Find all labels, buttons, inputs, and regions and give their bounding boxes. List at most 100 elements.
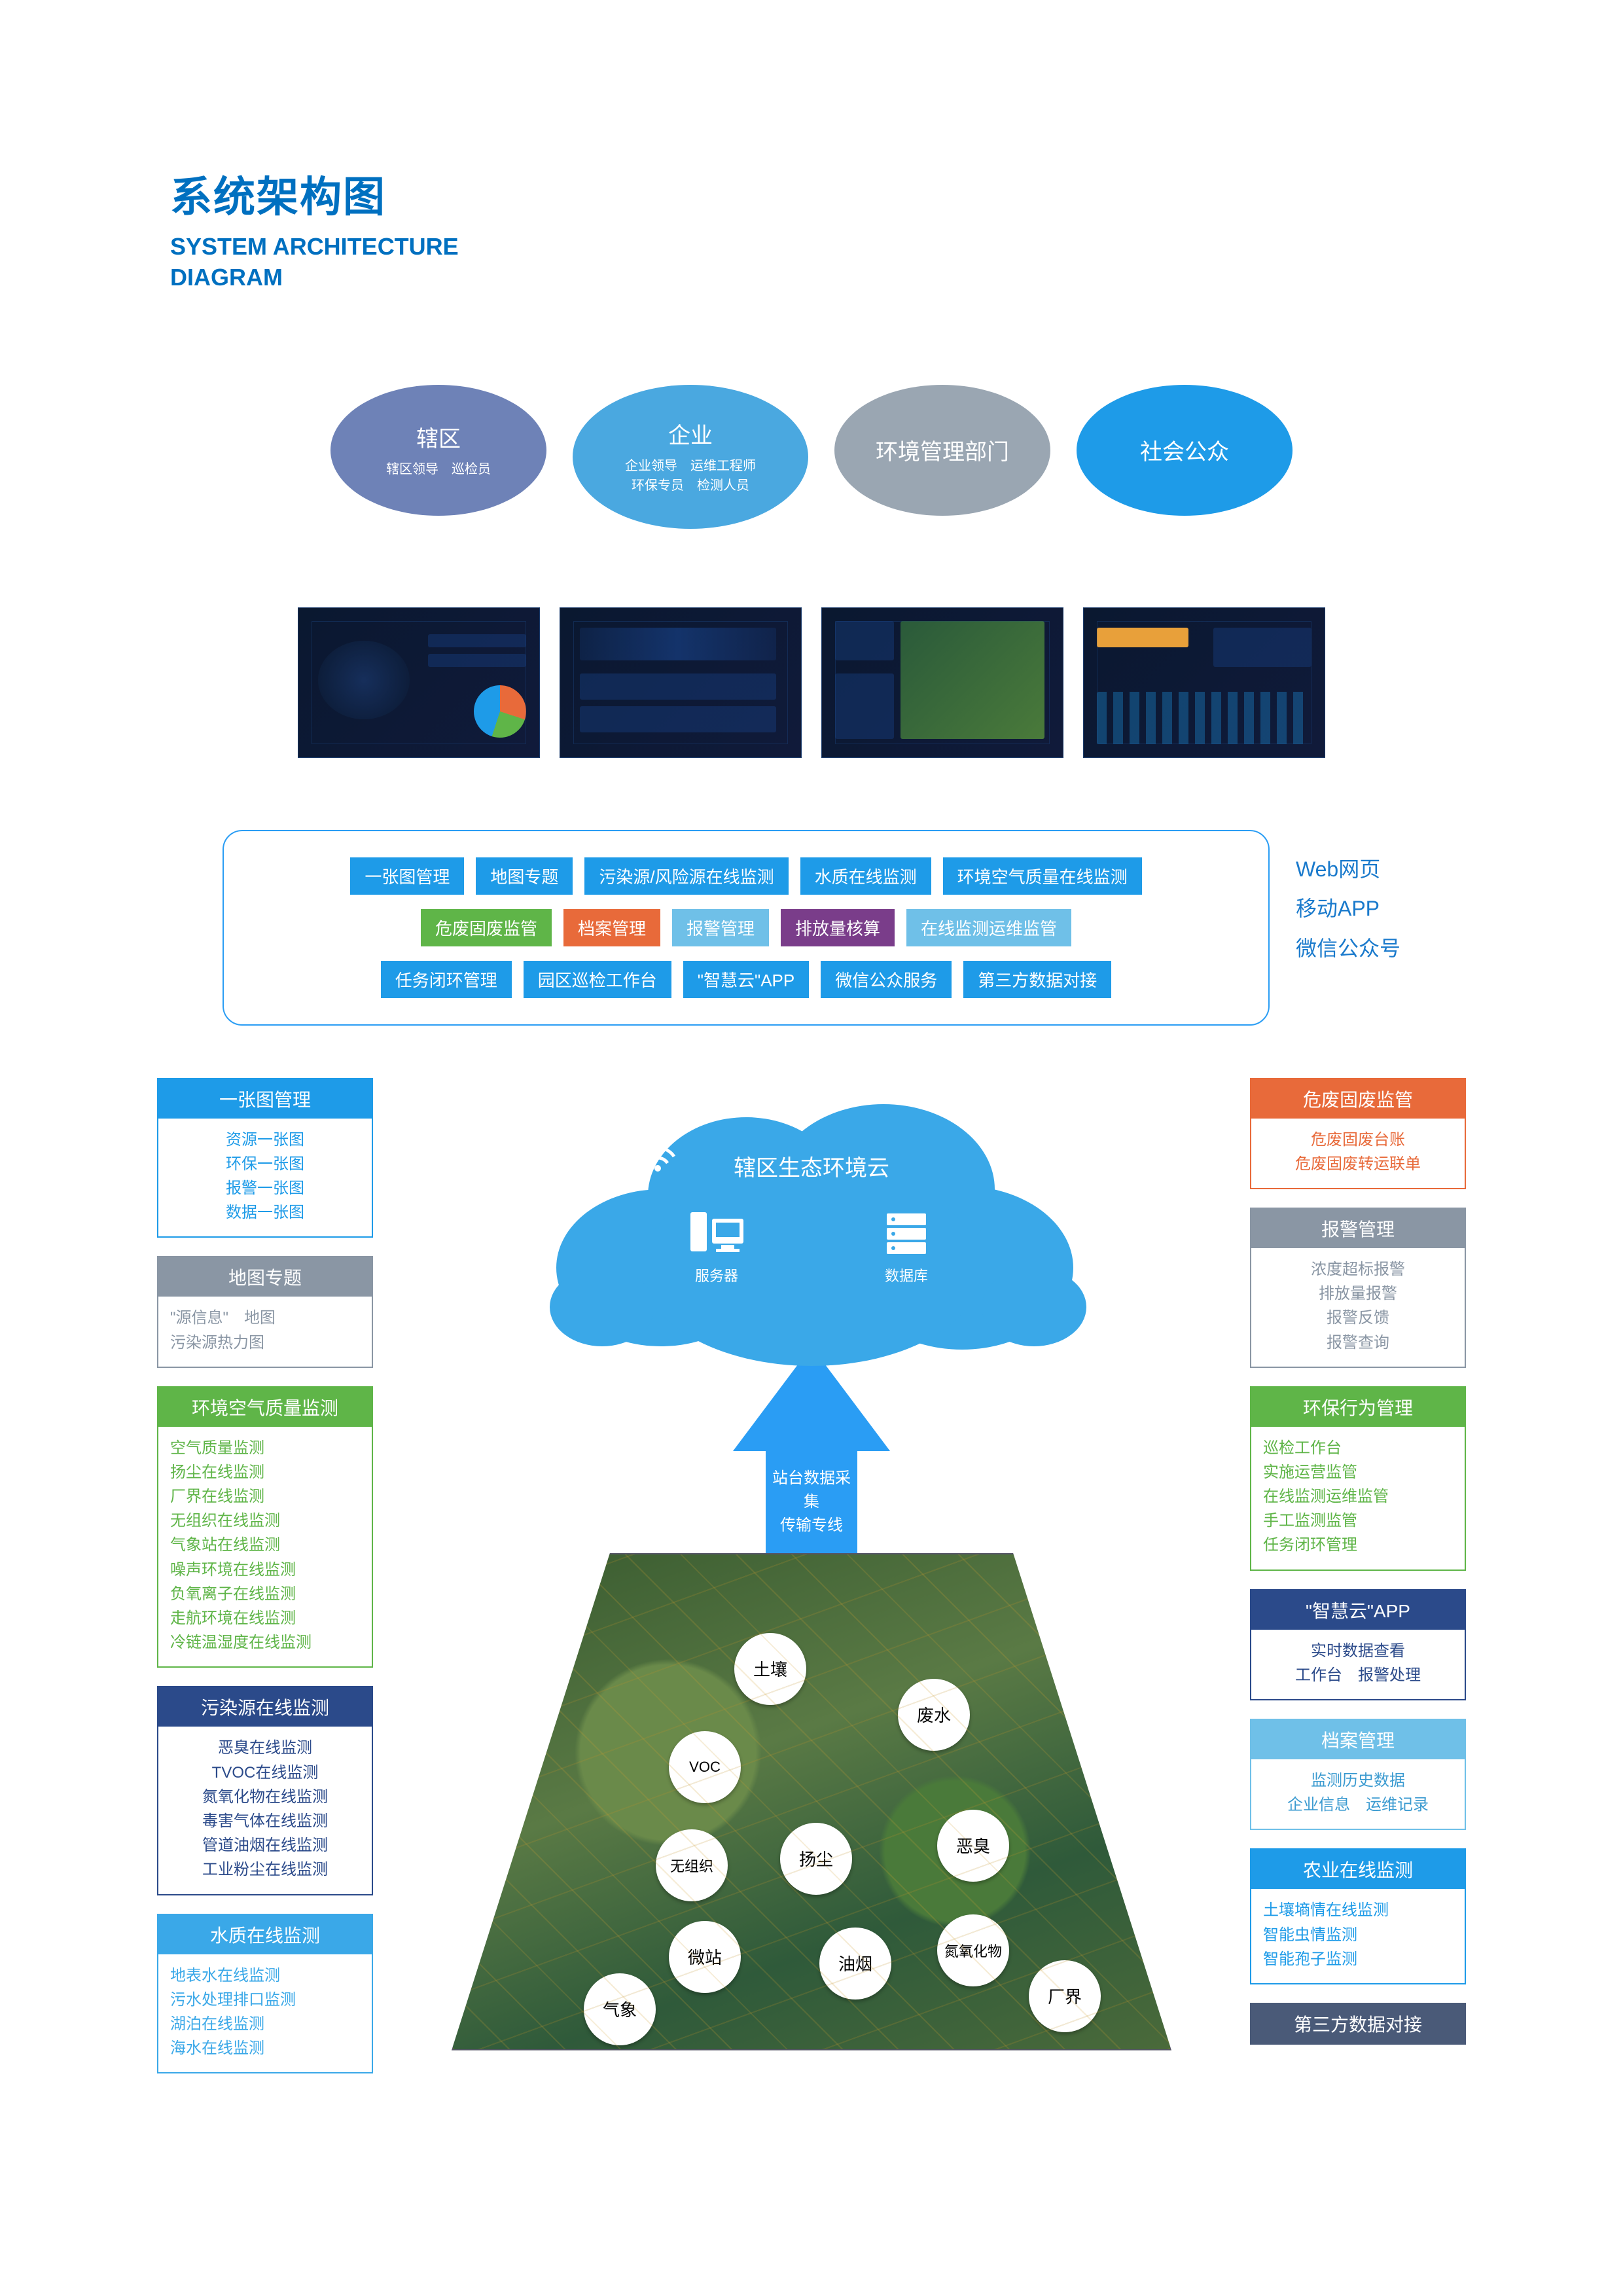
module-tag: 档案管理 xyxy=(563,909,660,946)
module-tag: 园区巡检工作台 xyxy=(524,961,671,998)
panel-item: 空气质量监测 xyxy=(170,1436,360,1460)
sensor-node: 扬尘 xyxy=(780,1823,852,1895)
panel-item: 资源一张图 xyxy=(170,1128,360,1152)
module-tag: 地图专题 xyxy=(476,857,573,895)
panel-header: 一张图管理 xyxy=(158,1079,372,1119)
panel-header: 地图专题 xyxy=(158,1257,372,1297)
panel-item: 毒害气体在线监测 xyxy=(170,1809,360,1833)
panel-item: 管道油烟在线监测 xyxy=(170,1833,360,1857)
panel-header: 报警管理 xyxy=(1251,1209,1465,1248)
audience-ellipse: 环境管理部门 xyxy=(834,385,1050,516)
module-tag: 水质在线监测 xyxy=(800,857,931,895)
sensor-node: 无组织 xyxy=(656,1829,728,1901)
module-tag: 污染源/风险源在线监测 xyxy=(584,857,788,895)
panel-header: 第三方数据对接 xyxy=(1250,2003,1466,2045)
sensor-node: 氮氧化物 xyxy=(937,1914,1009,1986)
panel-item: 智能虫情监测 xyxy=(1263,1923,1453,1947)
panel-item: 智能孢子监测 xyxy=(1263,1947,1453,1971)
panel-item: 工作台 报警处理 xyxy=(1263,1663,1453,1687)
panel-item: 浓度超标报警 xyxy=(1263,1257,1453,1282)
panel-item: 污染源热力图 xyxy=(170,1331,360,1355)
panel: 水质在线监测地表水在线监测污水处理排口监测湖泊在线监测海水在线监测 xyxy=(157,1914,373,2074)
delivery-channels: Web网页移动APP微信公众号 xyxy=(1296,830,1400,969)
panel-item: 氮氧化物在线监测 xyxy=(170,1785,360,1809)
module-tag: "智慧云"APP xyxy=(683,961,810,998)
module-tag: 任务闭环管理 xyxy=(381,961,512,998)
panel: 污染源在线监测恶臭在线监测TVOC在线监测氮氧化物在线监测毒害气体在线监测管道油… xyxy=(157,1686,373,1895)
audience-row: 辖区辖区领导 巡检员企业企业领导 运维工程师环保专员 检测人员环境管理部门社会公… xyxy=(170,385,1453,529)
panel-item: 报警反馈 xyxy=(1263,1306,1453,1330)
panel-item: 危废固废转运联单 xyxy=(1263,1152,1453,1176)
panel: 档案管理监测历史数据企业信息 运维记录 xyxy=(1250,1719,1466,1830)
sensor-node: 油烟 xyxy=(819,1928,891,2000)
dashboard-thumbnails xyxy=(170,607,1453,758)
audience-ellipse: 企业企业领导 运维工程师环保专员 检测人员 xyxy=(573,385,808,529)
panel-header: 危废固废监管 xyxy=(1251,1079,1465,1119)
panel: 环保行为管理巡检工作台实施运营监管在线监测运维监管手工监测监管任务闭环管理 xyxy=(1250,1386,1466,1571)
page-title-en: SYSTEM ARCHITECTUREDIAGRAM xyxy=(170,232,1453,293)
panel: "智慧云"APP 实时数据查看工作台 报警处理 xyxy=(1250,1589,1466,1700)
audience-ellipse: 社会公众 xyxy=(1077,385,1293,516)
channel-link: 移动APP xyxy=(1296,889,1400,929)
panel-header: 农业在线监测 xyxy=(1251,1850,1465,1889)
center-stage: 辖区生态环境云 服务器 数据库 站台数据采集传输专线 土壤废水 VOC 无组织扬尘 恶… xyxy=(406,1098,1217,2256)
panel-header: 档案管理 xyxy=(1251,1720,1465,1759)
panel-item: 手工监测监管 xyxy=(1263,1509,1453,1533)
channel-link: 微信公众号 xyxy=(1296,929,1400,969)
cloud-label: 辖区生态环境云 xyxy=(734,1150,889,1182)
panel-item: 巡检工作台 xyxy=(1263,1436,1453,1460)
panel-header: 污染源在线监测 xyxy=(158,1687,372,1727)
panel-item: 噪声环境在线监测 xyxy=(170,1558,360,1582)
map-base: 土壤废水VOC无组织扬尘恶臭微站油烟氮氧化物气象厂界 xyxy=(452,1553,1171,2051)
database-label: 数据库 xyxy=(885,1268,928,1284)
dashboard-thumb xyxy=(1083,607,1325,758)
modules-box: 一张图管理地图专题污染源/风险源在线监测水质在线监测环境空气质量在线监测危废固废… xyxy=(223,830,1270,1026)
sensor-node: 恶臭 xyxy=(937,1810,1009,1882)
panel-item: 恶臭在线监测 xyxy=(170,1736,360,1760)
sensor-node: VOC xyxy=(669,1731,741,1803)
cloud: 辖区生态环境云 服务器 数据库 xyxy=(517,1098,1106,1372)
uplink-arrow-stem: 站台数据采集传输专线 xyxy=(766,1450,857,1554)
left-column: 一张图管理资源一张图环保一张图报警一张图数据一张图地图专题"源信息" 地图污染源… xyxy=(157,1078,373,2074)
database-icon: 数据库 xyxy=(877,1206,936,1285)
panel-item: 地表水在线监测 xyxy=(170,1964,360,1988)
panel-item: 实时数据查看 xyxy=(1263,1639,1453,1663)
channel-link: Web网页 xyxy=(1296,850,1400,889)
panel-item: 报警一张图 xyxy=(170,1176,360,1200)
panel-item: 监测历史数据 xyxy=(1263,1768,1453,1793)
sensor-node: 厂界 xyxy=(1029,1960,1101,2032)
module-tag: 第三方数据对接 xyxy=(963,961,1111,998)
wifi-icon xyxy=(635,1130,681,1179)
panel-item: "源信息" 地图 xyxy=(170,1306,360,1330)
panel: 农业在线监测土壤墒情在线监测智能虫情监测智能孢子监测 xyxy=(1250,1848,1466,1984)
panel-header: 水质在线监测 xyxy=(158,1915,372,1954)
panel-header: "智慧云"APP xyxy=(1251,1590,1465,1630)
panel-item: 任务闭环管理 xyxy=(1263,1533,1453,1557)
panel-item: 污水处理排口监测 xyxy=(170,1988,360,2012)
panel: 一张图管理资源一张图环保一张图报警一张图数据一张图 xyxy=(157,1078,373,1238)
server-label: 服务器 xyxy=(695,1268,738,1284)
sensor-node: 微站 xyxy=(669,1921,741,1993)
architecture-middle: 一张图管理资源一张图环保一张图报警一张图数据一张图地图专题"源信息" 地图污染源… xyxy=(170,1078,1453,2256)
panel-item: 土壤墒情在线监测 xyxy=(1263,1898,1453,1922)
sensor-node: 废水 xyxy=(898,1679,970,1751)
module-tag: 报警管理 xyxy=(672,909,769,946)
panel-item: 危废固废台账 xyxy=(1263,1128,1453,1152)
panel-header: 环保行为管理 xyxy=(1251,1388,1465,1427)
panel-item: TVOC在线监测 xyxy=(170,1761,360,1785)
module-tag: 排放量核算 xyxy=(781,909,895,946)
panel-item: 工业粉尘在线监测 xyxy=(170,1857,360,1882)
panel-item: 环保一张图 xyxy=(170,1152,360,1176)
module-tag: 危废固废监管 xyxy=(421,909,552,946)
panel-item: 实施运营监管 xyxy=(1263,1460,1453,1484)
module-tag: 微信公众服务 xyxy=(821,961,952,998)
page-title-cn: 系统架构图 xyxy=(170,164,1453,224)
panel-item: 无组织在线监测 xyxy=(170,1509,360,1533)
panel-item: 在线监测运维监管 xyxy=(1263,1484,1453,1509)
panel: 环境空气质量监测空气质量监测扬尘在线监测厂界在线监测无组织在线监测气象站在线监测… xyxy=(157,1386,373,1668)
audience-ellipse: 辖区辖区领导 巡检员 xyxy=(330,385,546,516)
sensor-node: 土壤 xyxy=(734,1633,806,1705)
panel-item: 报警查询 xyxy=(1263,1331,1453,1355)
module-tag: 环境空气质量在线监测 xyxy=(943,857,1142,895)
panel-item: 负氧离子在线监测 xyxy=(170,1582,360,1606)
